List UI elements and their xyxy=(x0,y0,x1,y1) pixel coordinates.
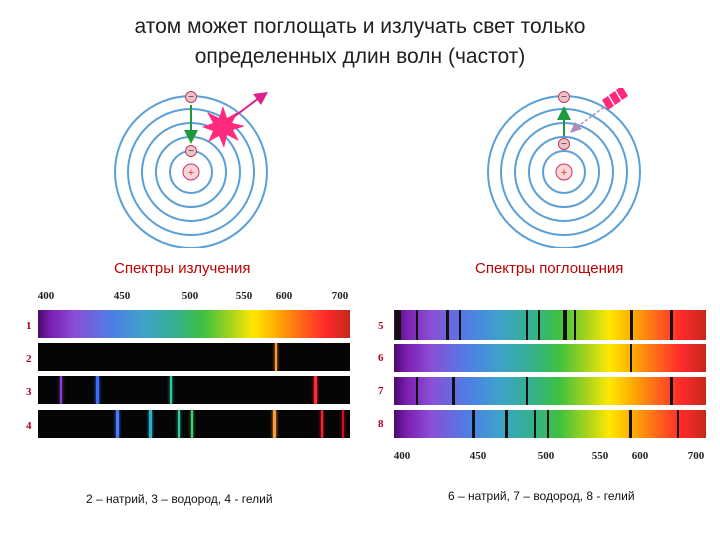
emission-line-410 xyxy=(59,376,63,404)
tick-450: 450 xyxy=(113,290,131,302)
orbit-2 xyxy=(528,136,600,208)
tick-550: 550 xyxy=(235,290,253,302)
atom-absorption-diagram: + − − xyxy=(487,88,641,248)
emission-line-492 xyxy=(177,410,181,438)
emission-line-668 xyxy=(320,410,324,438)
orbit-1 xyxy=(542,150,586,194)
emission-line-706 xyxy=(341,410,345,438)
emission-spectra-label: Спектры излучения xyxy=(114,260,251,277)
absorption-line-588 xyxy=(629,410,632,438)
emitted-photon-arrow xyxy=(234,92,268,117)
absorption-line-410 xyxy=(415,377,419,405)
spectrum-band-7 xyxy=(394,377,706,405)
absorption-line-434 xyxy=(452,377,455,405)
svg-text:−: − xyxy=(561,139,567,150)
tick-600: 600 xyxy=(631,450,649,462)
emission-line-590 xyxy=(274,343,278,371)
spectrum-band-2 xyxy=(38,343,350,371)
spectrum-band-8 xyxy=(394,410,706,438)
tick-400: 400 xyxy=(393,450,411,462)
tick-700: 700 xyxy=(331,290,349,302)
page-title: атом может поглощать и излучать свет тол… xyxy=(60,12,660,72)
tick-400: 400 xyxy=(37,290,55,302)
emission-line-434 xyxy=(96,376,99,404)
electron-inner: − xyxy=(185,145,197,157)
absorption-spectra: 5 6 7 8 400 450 500 550 600 700 xyxy=(370,304,710,474)
absorption-line-518 xyxy=(564,310,567,340)
tick-600: 600 xyxy=(275,290,293,302)
row-number-6: 6 xyxy=(378,352,384,364)
row-number-7: 7 xyxy=(378,385,384,397)
absorption-line-438 xyxy=(458,310,461,340)
absorption-line-589 xyxy=(629,344,633,372)
nucleus: + xyxy=(555,163,573,181)
title-line-1: атом может поглощать и излучать свет тол… xyxy=(134,15,586,38)
emission-line-656 xyxy=(314,376,317,404)
nucleus-sign: + xyxy=(188,167,194,179)
absorption-line-495 xyxy=(537,310,541,340)
absorption-line-668 xyxy=(676,410,680,438)
row-number-1: 1 xyxy=(26,320,32,332)
transition-down-arrow xyxy=(184,105,198,144)
svg-text:−: − xyxy=(188,92,194,103)
absorption-caption: 6 – натрий, 7 – водород, 8 - гелий xyxy=(448,489,635,503)
tick-550: 550 xyxy=(591,450,609,462)
tick-500: 500 xyxy=(537,450,555,462)
spectrum-band-6 xyxy=(394,344,706,372)
emission-line-471 xyxy=(149,410,152,438)
emission-line-447 xyxy=(116,410,119,438)
emission-line-502 xyxy=(190,410,194,438)
svg-text:−: − xyxy=(561,92,567,103)
absorption-line-656 xyxy=(670,377,673,405)
svg-text:−: − xyxy=(188,146,194,157)
nucleus: + xyxy=(182,163,200,181)
transition-up-arrow xyxy=(557,106,571,136)
spectrum-band-3 xyxy=(38,376,350,404)
incoming-photon-arrow xyxy=(570,101,612,133)
emission-line-588 xyxy=(273,410,276,438)
tick-500: 500 xyxy=(181,290,199,302)
row-number-4: 4 xyxy=(26,420,32,432)
absorption-line-502 xyxy=(546,410,550,438)
absorption-line-410 xyxy=(415,310,419,340)
absorption-line-393 xyxy=(395,310,398,340)
svg-text:+: + xyxy=(561,167,567,179)
absorption-line-430 xyxy=(446,310,449,340)
spectrum-band-5 xyxy=(394,310,706,340)
row-number-2: 2 xyxy=(26,353,32,365)
photon-burst-icon xyxy=(202,106,245,148)
electron-outer: − xyxy=(185,91,197,103)
emission-spectra: 400 450 500 550 600 700 1 2 3 4 xyxy=(20,284,360,459)
row-number-8: 8 xyxy=(378,418,384,430)
absorption-spectra-label: Спектры поглощения xyxy=(475,260,624,277)
tick-450: 450 xyxy=(469,450,487,462)
electron-inner: − xyxy=(558,138,570,150)
absorption-line-486 xyxy=(525,310,529,340)
emission-caption: 2 – натрий, 3 – водород, 4 - гелий xyxy=(86,492,273,506)
spectrum-band-4 xyxy=(38,410,350,438)
absorption-line-447 xyxy=(472,410,475,438)
atom-emission-diagram: + − − xyxy=(114,91,268,248)
title-line-2: определенных длин волн (частот) xyxy=(194,45,526,68)
absorption-line-471 xyxy=(505,410,508,438)
absorption-line-486 xyxy=(525,377,529,405)
absorption-line-527 xyxy=(573,310,577,340)
photon-chevrons-icon xyxy=(602,88,628,110)
row-number-3: 3 xyxy=(26,386,32,398)
spectrum-band-1 xyxy=(38,310,350,338)
tick-700: 700 xyxy=(687,450,705,462)
electron-outer: − xyxy=(558,91,570,103)
emission-line-486 xyxy=(169,376,173,404)
row-number-5: 5 xyxy=(378,320,384,332)
absorption-line-397 xyxy=(398,310,401,340)
absorption-line-492 xyxy=(533,410,537,438)
absorption-line-590 xyxy=(630,310,634,340)
absorption-line-656 xyxy=(670,310,673,340)
